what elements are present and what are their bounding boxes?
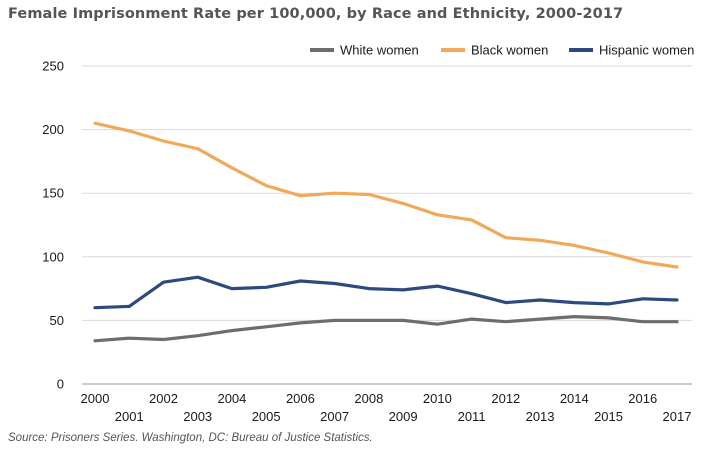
x-tick-label: 2012 xyxy=(491,391,520,406)
x-tick-label: 2009 xyxy=(389,409,418,424)
y-tick-label: 100 xyxy=(42,249,64,264)
y-tick-label: 150 xyxy=(42,186,64,201)
x-tick-label: 2002 xyxy=(149,391,178,406)
series-line-white-women xyxy=(93,315,679,343)
y-tick-label: 0 xyxy=(57,377,64,392)
y-tick-label: 250 xyxy=(42,59,64,74)
gridlines xyxy=(82,65,692,385)
x-tick-label: 2016 xyxy=(628,391,657,406)
x-tick-label: 2006 xyxy=(286,391,315,406)
x-tick-label: 2000 xyxy=(81,391,110,406)
x-tick-label: 2015 xyxy=(594,409,623,424)
x-tick-label: 2017 xyxy=(663,409,692,424)
series-line-hispanic-women xyxy=(93,275,679,310)
y-axis-tick-labels: 0 50 100 150 200 250 xyxy=(42,59,64,392)
x-tick-label: 2010 xyxy=(423,391,452,406)
x-tick-label: 2007 xyxy=(320,409,349,424)
x-tick-label: 2011 xyxy=(458,409,486,424)
x-tick-label: 2005 xyxy=(252,409,281,424)
x-axis-tick-labels: 2000 2001 2002 2003 2004 2005 2006 2007 2008 2009… xyxy=(81,391,692,424)
x-tick-label: 2003 xyxy=(183,409,212,424)
legend-label: Hispanic women xyxy=(599,43,694,58)
x-tick-label: 2014 xyxy=(560,391,589,406)
series-line-black-women xyxy=(93,121,679,269)
source-note: Source: Prisoners Series. Washington, DC… xyxy=(8,432,373,444)
x-tick-label: 2001 xyxy=(115,409,144,424)
series-lines xyxy=(93,121,679,343)
chart-title: Female Imprisonment Rate per 100,000, by… xyxy=(8,6,624,22)
y-tick-label: 200 xyxy=(42,122,64,137)
x-tick-label: 2004 xyxy=(217,391,246,406)
x-tick-label: 2008 xyxy=(354,391,383,406)
legend-label: Black women xyxy=(471,43,548,58)
y-tick-label: 50 xyxy=(50,313,64,328)
legend-label: White women xyxy=(340,43,419,58)
x-tick-label: 2013 xyxy=(526,409,555,424)
legend: White women Black women Hispanic women xyxy=(310,43,694,58)
